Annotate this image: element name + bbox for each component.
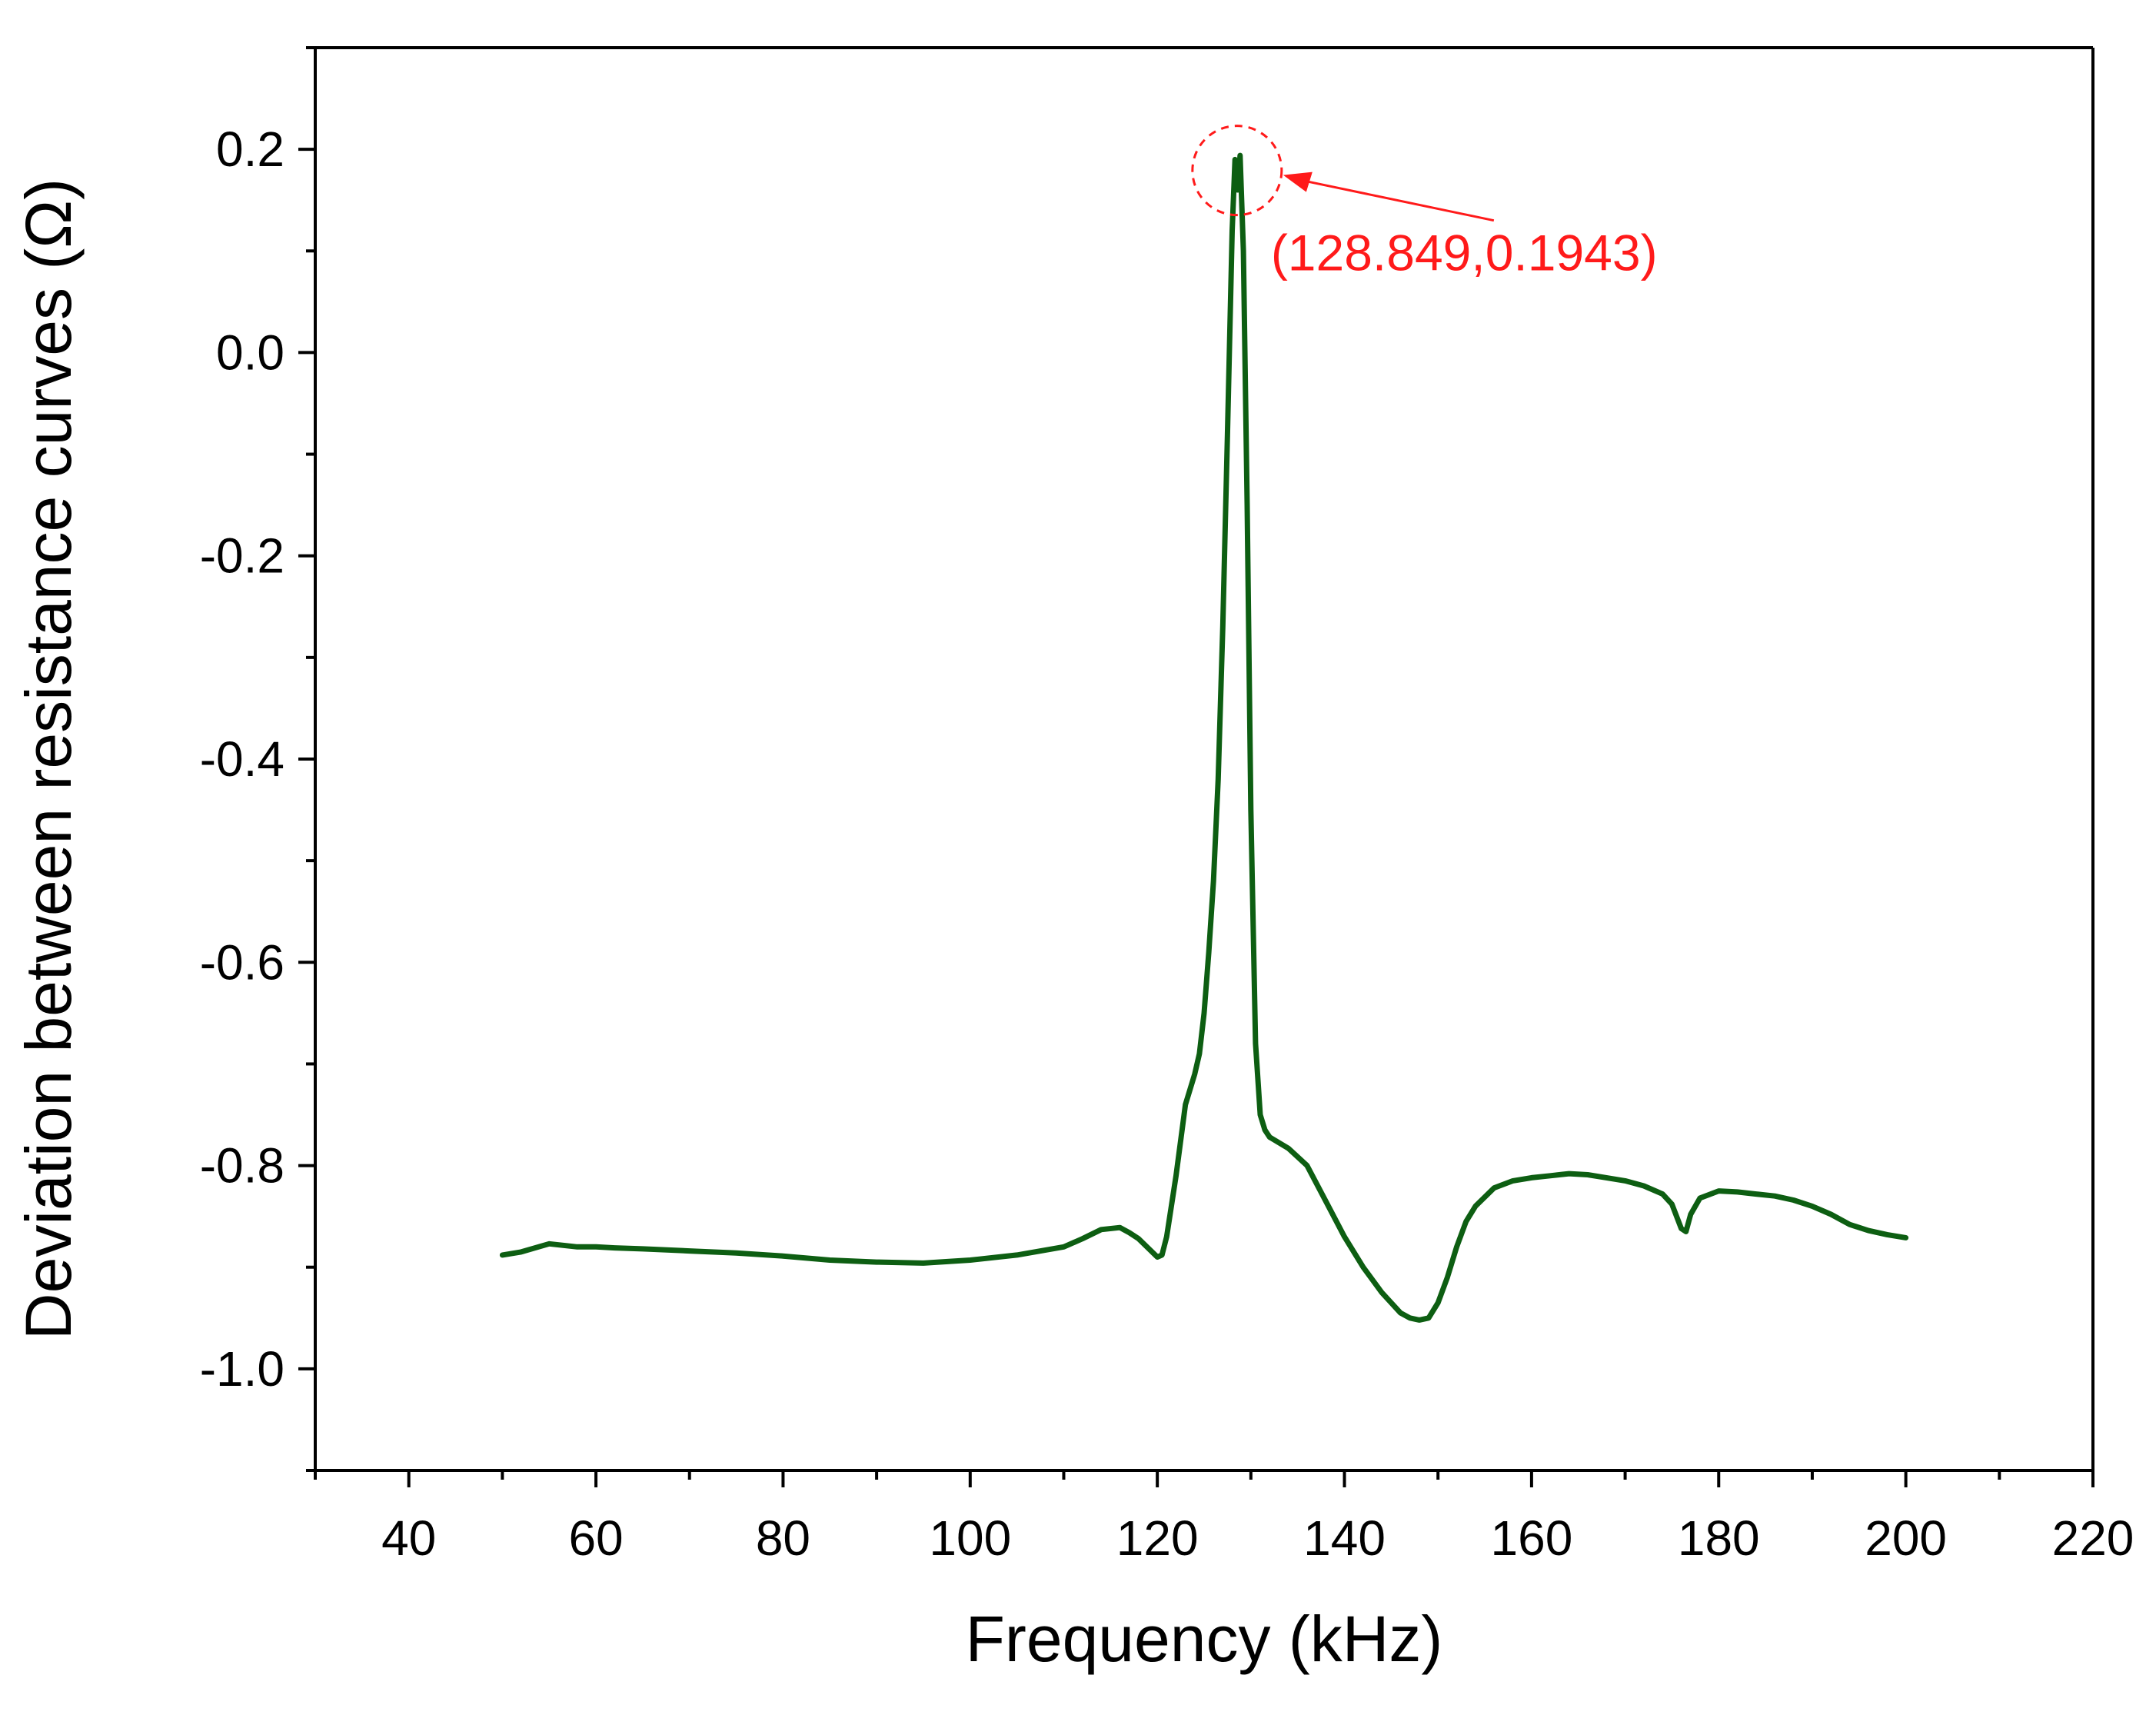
x-tick-label: 100 [929,1510,1011,1566]
y-tick-label: 0.2 [216,122,284,177]
x-tick-label: 200 [1865,1510,1947,1566]
peak-annotation: (128.849,0.1943) [1191,125,1658,281]
x-tick-label: 140 [1303,1510,1386,1566]
peak-highlight-circle [1191,125,1283,217]
x-tick-label: 80 [756,1510,810,1566]
x-tick-label: 120 [1116,1510,1199,1566]
annotation-arrow-line [1306,180,1495,222]
axis-tick-labels: 40 60 80 100 120 140 160 180 200 220 -1.0 -0.8 -0.6 -… [200,122,2134,1566]
y-tick-label: -0.8 [200,1138,284,1194]
peak-annotation-text: (128.849,0.1943) [1271,225,1658,281]
annotation-arrow-head [1283,172,1313,192]
axes-frame [314,46,2094,1472]
y-tick-label: -0.6 [200,934,284,990]
x-tick-label: 180 [1678,1510,1760,1566]
x-axis-title: Frequency (kHz) [966,1603,1443,1675]
x-tick-label: 60 [568,1510,623,1566]
deviation-series-line [499,152,1909,1323]
y-axis-title: Deviation between resistance curves (Ω) [12,178,85,1340]
y-tick-label: -1.0 [200,1341,284,1397]
x-tick-label: 220 [2052,1510,2134,1566]
series-group [499,152,1909,1323]
y-tick-label: 0.0 [216,325,284,380]
axis-ticks [298,46,2094,1487]
x-tick-label: 160 [1491,1510,1573,1566]
x-tick-label: 40 [381,1510,436,1566]
y-tick-label: -0.2 [200,528,284,584]
y-tick-label: -0.4 [200,731,284,787]
